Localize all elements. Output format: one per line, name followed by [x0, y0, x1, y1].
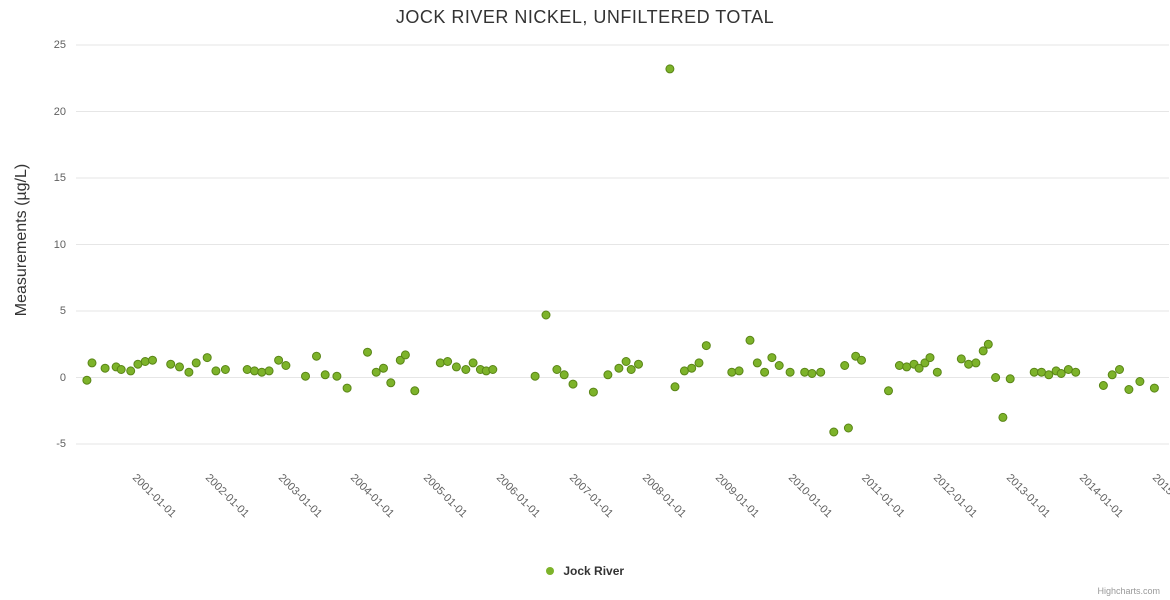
- y-axis-tick-label: 0: [59, 371, 66, 384]
- y-axis-tick-label: -5: [56, 438, 66, 450]
- y-axis-tick-label: 25: [53, 39, 66, 51]
- legend-item-jock-river[interactable]: Jock River: [545, 562, 625, 580]
- y-axis-tick-label: 10: [53, 238, 66, 251]
- chart-title: JOCK RIVER NICKEL, UNFILTERED TOTAL: [395, 7, 775, 27]
- legend-marker-icon: [545, 566, 554, 575]
- highcharts-credits-link[interactable]: Highcharts.com: [1097, 586, 1160, 596]
- y-axis-tick-label: 15: [53, 172, 66, 184]
- legend: Jock River: [0, 562, 1170, 580]
- y-axis-tick-label: 5: [59, 305, 66, 317]
- legend-label: Jock River: [563, 563, 625, 578]
- y-axis-tick-label: 20: [53, 105, 66, 118]
